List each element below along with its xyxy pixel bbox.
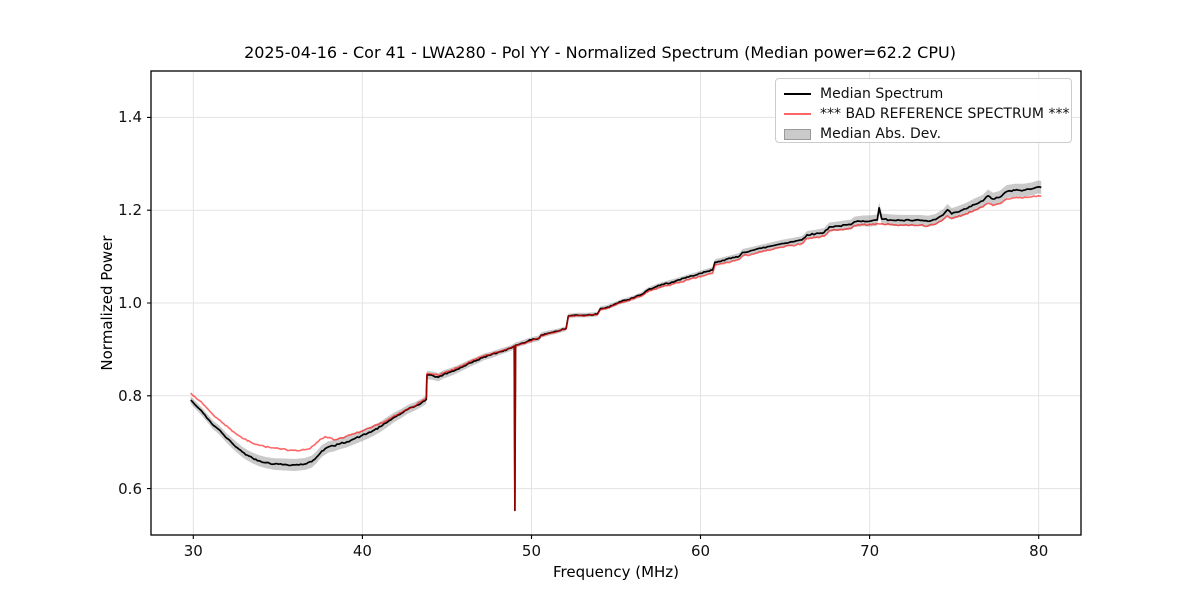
mad-band-swatch bbox=[784, 128, 811, 140]
x-tick-label: 60 bbox=[690, 542, 711, 560]
legend-item-bad-reference: *** BAD REFERENCE SPECTRUM *** bbox=[784, 104, 1069, 124]
mad-band bbox=[190, 180, 1042, 471]
legend-label-reference: *** BAD REFERENCE SPECTRUM *** bbox=[820, 106, 1070, 122]
legend-item-mad: Median Abs. Dev. bbox=[784, 124, 1062, 144]
reference-line-swatch bbox=[784, 113, 811, 115]
y-tick-label: 1.0 bbox=[118, 294, 142, 312]
x-tick-label: 70 bbox=[860, 542, 880, 560]
y-tick-label: 0.6 bbox=[118, 479, 142, 498]
x-tick-label: 40 bbox=[352, 542, 372, 560]
x-tick-label: 30 bbox=[183, 542, 203, 560]
median-spectrum-line bbox=[190, 186, 1042, 512]
y-tick-label: 0.8 bbox=[118, 386, 142, 405]
reference-spectrum-line bbox=[190, 195, 1042, 511]
x-tick-label: 80 bbox=[1029, 542, 1049, 560]
x-tick-label: 50 bbox=[521, 542, 541, 560]
y-tick-label: 1.4 bbox=[118, 108, 142, 127]
x-axis-label: Frequency (MHz) bbox=[552, 563, 680, 581]
y-tick-label: 1.2 bbox=[118, 201, 142, 220]
legend-label-mad: Median Abs. Dev. bbox=[820, 126, 942, 142]
median-line-swatch bbox=[784, 93, 811, 95]
axis-tick-marks bbox=[147, 116, 1040, 539]
legend-label-median: Median Spectrum bbox=[820, 86, 944, 102]
chart-title: 2025-04-16 - Cor 41 - LWA280 - Pol YY - … bbox=[244, 43, 956, 62]
legend: Median Spectrum *** BAD REFERENCE SPECTR… bbox=[775, 78, 1072, 143]
legend-item-median-spectrum: Median Spectrum bbox=[784, 84, 1062, 104]
